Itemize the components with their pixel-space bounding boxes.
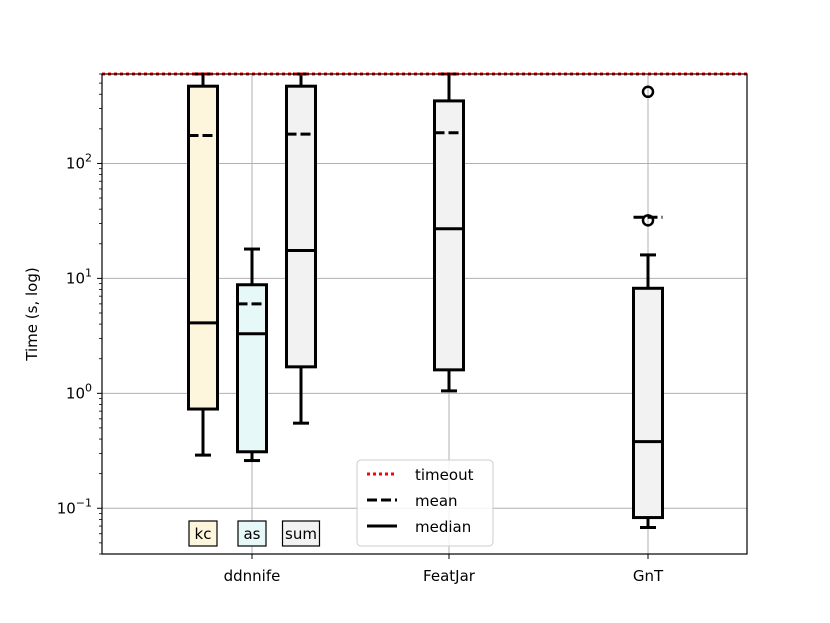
- box-label-as: as: [237, 520, 267, 547]
- legend-label-median: median: [415, 518, 471, 536]
- legend-label-timeout: timeout: [415, 466, 474, 484]
- axes-frame: [101, 73, 748, 555]
- box-as: [236, 247, 268, 463]
- y-axis-label: Time (s, log): [23, 267, 41, 361]
- box-label-frame: [281, 520, 321, 547]
- box-iqr: [433, 99, 465, 372]
- box-iqr: [632, 286, 664, 520]
- box-iqr: [236, 283, 268, 454]
- box-label-text: as: [243, 525, 260, 543]
- x-tick-label: FeatJar: [423, 567, 476, 585]
- box-label-frame: [237, 520, 267, 547]
- box-FeatJar: [433, 72, 465, 393]
- y-tick-label: 102: [66, 151, 92, 172]
- box-label-kc: kc: [188, 520, 218, 547]
- box-label-frame: [188, 520, 218, 547]
- x-tick-label: ddnnife: [224, 567, 281, 585]
- box-sum: [285, 72, 317, 425]
- box-label-sum: sum: [281, 520, 321, 547]
- box-kc: [187, 72, 219, 457]
- box-label-text: sum: [285, 525, 317, 543]
- y-tick-label: 10−1: [57, 496, 92, 517]
- legend-label-mean: mean: [415, 492, 458, 510]
- x-tick-label: GnT: [633, 567, 664, 585]
- outlier-point: [641, 214, 655, 227]
- y-tick-label: 101: [66, 266, 92, 287]
- y-tick-label: 100: [66, 381, 92, 402]
- outlier-point: [641, 85, 655, 99]
- box-iqr: [187, 84, 219, 411]
- box-label-text: kc: [195, 525, 212, 543]
- box-iqr: [285, 84, 317, 369]
- box-GnT: [632, 85, 664, 530]
- legend: timeout mean median: [356, 459, 494, 547]
